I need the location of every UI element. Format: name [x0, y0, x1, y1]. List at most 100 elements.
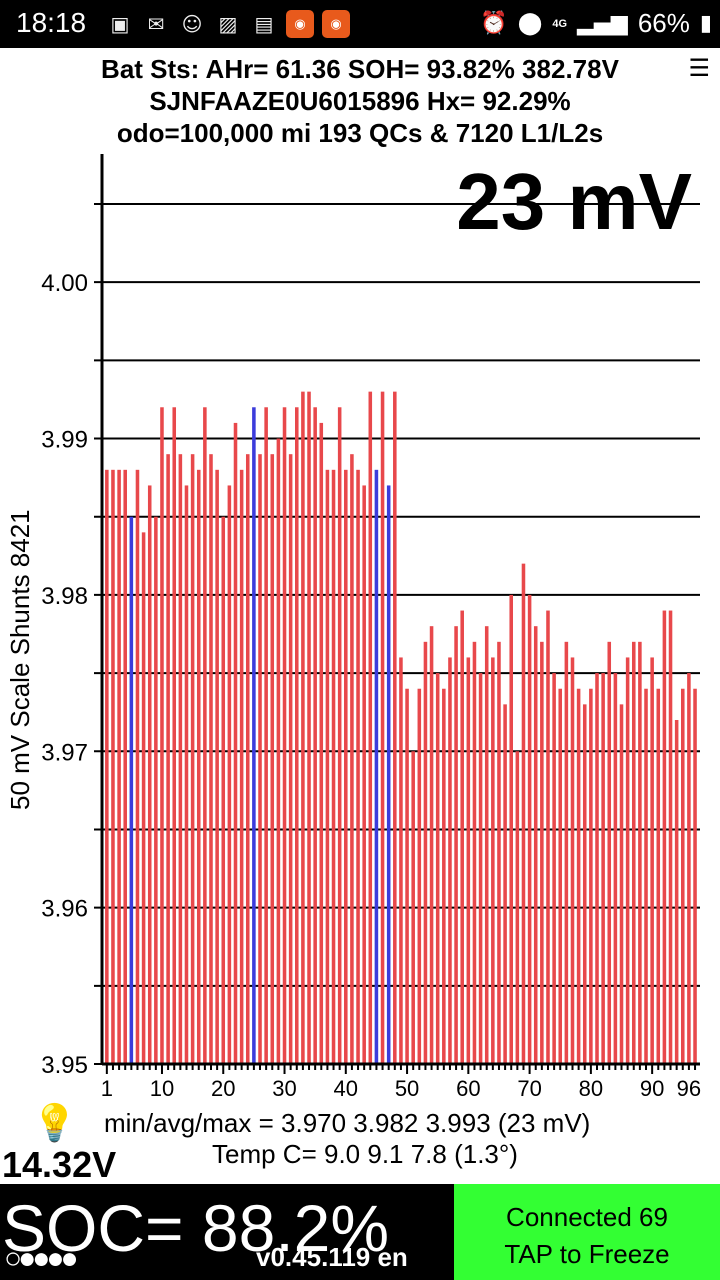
bar — [478, 673, 483, 1064]
bar — [674, 720, 679, 1064]
bar — [313, 407, 317, 1064]
waze-icon: ☺ — [181, 12, 203, 36]
bar — [154, 516, 158, 1064]
soc-value: SOC= 88.2% — [2, 1191, 390, 1265]
bar — [135, 469, 140, 1064]
x-tick-label: 1 — [101, 1076, 113, 1101]
bar — [570, 657, 575, 1064]
chart-bars — [105, 391, 697, 1064]
x-tick-label: 96 — [677, 1076, 701, 1101]
bar — [282, 407, 287, 1064]
temperature-line: Temp C= 9.0 9.1 7.8 (1.3°) — [212, 1139, 518, 1169]
bar — [576, 688, 581, 1064]
x-tick-label: 20 — [211, 1076, 235, 1101]
news-icon: ▤ — [254, 12, 274, 36]
bar — [472, 641, 477, 1064]
bar — [466, 657, 471, 1064]
bar — [111, 469, 115, 1064]
bar — [190, 454, 195, 1064]
soc-panel: SOC= 88.2% ○●●●● v0.45.119 en — [0, 1184, 454, 1280]
bar-shunt — [252, 407, 256, 1064]
bar — [264, 407, 268, 1064]
bar — [644, 688, 648, 1064]
bar — [558, 688, 563, 1064]
x-tick-label: 80 — [579, 1076, 603, 1101]
bar — [337, 407, 342, 1064]
bar — [319, 422, 324, 1064]
bar — [405, 688, 409, 1064]
status-time: 18:18 — [16, 7, 87, 38]
bar — [650, 657, 654, 1064]
bar — [393, 391, 397, 1064]
bar-shunt — [129, 516, 134, 1064]
bar — [521, 563, 526, 1064]
bar — [638, 641, 642, 1064]
bar — [631, 641, 636, 1064]
bar — [693, 688, 697, 1064]
network-label: 4G — [552, 17, 568, 30]
bar — [503, 704, 507, 1064]
bar — [454, 626, 458, 1064]
bar — [423, 641, 428, 1064]
bar — [380, 391, 385, 1064]
bar — [417, 688, 422, 1064]
vin-line: SJNFAAZE0U6015896 Hx= 92.29% — [149, 86, 571, 116]
bar — [681, 688, 685, 1064]
bar — [209, 454, 213, 1064]
x-tick-label: 40 — [334, 1076, 358, 1101]
bar — [589, 688, 593, 1064]
bar — [227, 485, 232, 1064]
x-tick-label: 60 — [456, 1076, 480, 1101]
bar — [668, 610, 673, 1064]
x-tick-label: 50 — [395, 1076, 419, 1101]
bar — [607, 641, 612, 1064]
bar — [564, 641, 569, 1064]
bar — [619, 704, 624, 1064]
bar — [276, 438, 281, 1064]
bar-shunt — [386, 485, 391, 1064]
y-axis-label: 50 mV Scale Shunts 8421 — [5, 509, 35, 810]
connect-button[interactable]: Connected 69 TAP to Freeze — [454, 1184, 720, 1280]
y-tick-label: 3.96 — [41, 896, 88, 923]
bar — [356, 469, 360, 1064]
notification-icons: ▣ ✉ ☺ ▨ ▤ ◉ ◉ — [106, 10, 350, 38]
chart-x-ticks: 1 10 20 30 40 50 60 70 80 90 96 — [101, 1064, 701, 1101]
y-tick-label: 3.99 — [41, 427, 88, 454]
bar — [540, 641, 544, 1064]
bar — [527, 594, 532, 1064]
y-tick-label: 3.97 — [41, 739, 88, 766]
bar — [301, 391, 305, 1064]
bar — [288, 454, 293, 1064]
bar — [295, 407, 299, 1064]
bar — [166, 454, 170, 1064]
min-avg-max-line: min/avg/max = 3.970 3.982 3.993 (23 mV) — [104, 1108, 591, 1138]
x-tick-label: 30 — [272, 1076, 296, 1101]
signal-icon: ▂▄▆ — [577, 11, 628, 36]
lightbulb-icon[interactable]: 💡 — [32, 1102, 77, 1143]
bar — [344, 469, 348, 1064]
bar — [368, 391, 373, 1064]
x-tick-label: 10 — [150, 1076, 174, 1101]
bar — [184, 485, 189, 1064]
bar — [662, 610, 667, 1064]
bar — [325, 469, 330, 1064]
tap-to-freeze-label: TAP to Freeze — [504, 1239, 670, 1269]
bar — [215, 469, 219, 1064]
bar — [350, 454, 354, 1064]
bar — [411, 751, 415, 1064]
location-icon: ⬤ — [517, 11, 543, 36]
bar — [429, 626, 434, 1064]
bar — [196, 469, 201, 1064]
version-label: v0.45.119 en — [256, 1242, 408, 1272]
x-tick-label: 90 — [640, 1076, 664, 1101]
bar — [362, 485, 366, 1064]
bar — [221, 516, 226, 1064]
status-dots: ○●●●● — [4, 1242, 79, 1275]
bar — [546, 610, 550, 1064]
bar — [448, 657, 452, 1064]
bar — [117, 469, 121, 1064]
menu-icon[interactable]: ☰ — [688, 54, 710, 82]
cell-voltage-chart[interactable]: 4.00 3.99 3.98 3.97 3.96 3.95 1 10 20 30 40 50 60 70… — [0, 150, 720, 1110]
bar — [147, 485, 152, 1064]
bar — [460, 610, 464, 1064]
